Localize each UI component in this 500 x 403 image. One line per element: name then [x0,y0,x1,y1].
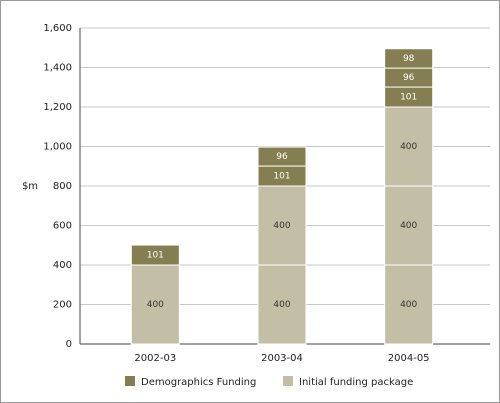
data-label: 400 [400,300,417,310]
y-tick-label: 1,000 [43,142,72,153]
x-tick-label: 2003-04 [261,353,303,364]
bar-segment [257,146,307,167]
legend-label: Initial funding package [299,377,413,388]
legend-swatch [125,376,135,386]
y-tick-label: 1,600 [43,23,72,34]
data-label: 101 [273,172,290,182]
y-tick-label: 200 [53,300,72,311]
data-label: 101 [147,251,164,261]
bar-segment [384,185,434,266]
y-tick-label: 1,400 [43,63,72,74]
data-label: 400 [273,300,290,310]
x-tick-label: 2002-03 [134,353,176,364]
data-label: 96 [276,152,288,162]
data-label: 400 [273,221,290,231]
bar-segment [257,185,307,266]
bar-segment [257,264,307,345]
data-label: 98 [403,54,415,64]
bar-segment [384,48,434,69]
bar-segment [384,106,434,187]
bar-segment [130,264,180,345]
bar-segment [130,244,180,266]
y-tick-label: 400 [53,260,72,271]
bar-segment [384,264,434,345]
data-label: 96 [403,73,415,83]
x-tick-label: 2004-05 [388,353,430,364]
data-label: 101 [400,93,417,103]
y-axis-label: $m [22,181,38,192]
data-label: 400 [400,221,417,231]
data-label: 400 [147,300,164,310]
y-tick-label: 0 [66,339,72,350]
y-tick-label: 1,200 [43,102,72,113]
legend-label: Demographics Funding [141,377,256,388]
data-label: 400 [400,142,417,152]
y-tick-label: 600 [53,221,72,232]
legend-swatch [283,376,293,386]
y-tick-label: 800 [53,181,72,192]
